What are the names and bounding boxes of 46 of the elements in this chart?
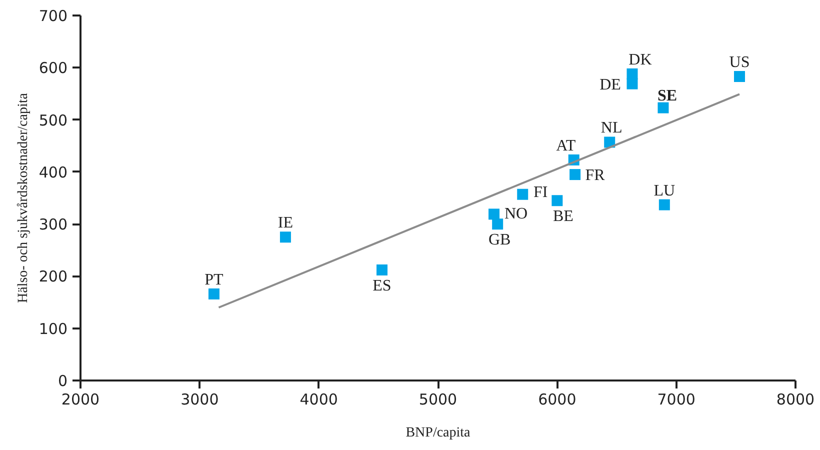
point [376,264,388,276]
y-tick-label: 400 [38,163,68,182]
y-tick-label: 300 [38,216,68,234]
y-tick-label: 700 [38,7,68,25]
point [488,208,500,220]
point [208,288,220,300]
point [517,188,528,200]
data-label: NL [600,120,622,137]
y-tick-label: 0 [58,372,68,390]
y-axis-title: Hälso- och sjukvårdskostnader/capita [16,92,31,303]
data-label: DE [600,76,621,94]
data-label: IE [278,214,294,232]
x-tick-label: 8000 [776,390,815,408]
point [604,136,616,148]
y-tick-label: 100 [38,320,68,338]
point [658,102,669,114]
x-axis-title: BNP/capita [406,426,472,440]
point [626,78,638,90]
data-label: FI [533,184,548,201]
data-label: GB [488,232,511,249]
x-tick-label: 6000 [538,390,576,408]
point [280,232,291,243]
x-tick-label: 4000 [300,390,338,408]
x-tick-label: 7000 [657,390,696,408]
point [626,68,638,80]
data-label: FR [585,167,606,184]
data-label: AT [556,137,576,154]
x-tick-label: 2000 [61,390,100,408]
y-tick-label: 200 [38,268,68,286]
y-tick-label: 600 [38,59,68,78]
y-tick-label: 500 [38,111,68,130]
data-label: SE [657,87,678,104]
data-label: DK [628,51,652,68]
point [734,71,745,82]
data-label: NO [504,206,528,223]
point [492,218,504,230]
x-tick-label: 3000 [180,390,219,408]
x-tick-label: 5000 [418,390,458,408]
data-label: US [729,54,750,72]
data-label: ES [372,277,392,294]
data-label: BE [552,208,574,226]
point [658,199,670,210]
point [552,195,563,206]
data-label: PT [204,271,224,288]
data-label: LU [654,182,676,200]
point [570,169,581,180]
